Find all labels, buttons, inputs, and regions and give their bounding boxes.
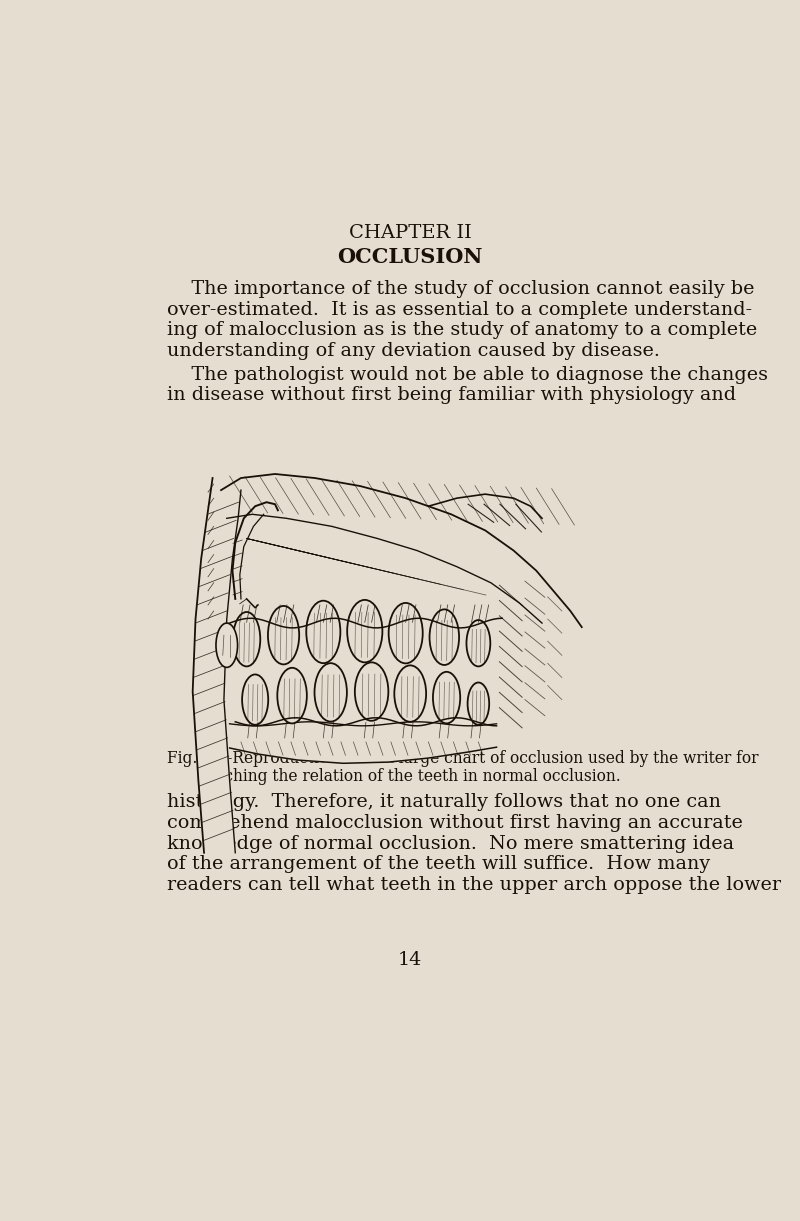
Text: OCCLUSION: OCCLUSION	[338, 247, 482, 267]
Text: The importance of the study of occlusion cannot easily be: The importance of the study of occlusion…	[167, 280, 754, 298]
Ellipse shape	[389, 603, 422, 663]
Polygon shape	[221, 474, 582, 628]
Text: 14: 14	[398, 951, 422, 969]
Text: histology.  Therefore, it naturally follows that no one can: histology. Therefore, it naturally follo…	[167, 794, 721, 812]
Ellipse shape	[347, 600, 382, 662]
Polygon shape	[193, 477, 241, 852]
Text: knowledge of normal occlusion.  No mere smattering idea: knowledge of normal occlusion. No mere s…	[167, 835, 734, 852]
Ellipse shape	[268, 606, 299, 664]
Ellipse shape	[278, 668, 307, 723]
Ellipse shape	[216, 623, 238, 668]
Text: over-estimated.  It is as essential to a complete understand-: over-estimated. It is as essential to a …	[167, 300, 752, 319]
Ellipse shape	[306, 601, 340, 663]
Ellipse shape	[394, 665, 426, 722]
Text: readers can tell what teeth in the upper arch oppose the lower: readers can tell what teeth in the upper…	[167, 877, 781, 894]
Ellipse shape	[233, 612, 260, 667]
Text: ing of malocclusion as is the study of anatomy to a complete: ing of malocclusion as is the study of a…	[167, 321, 758, 339]
Text: CHAPTER II: CHAPTER II	[349, 223, 471, 242]
Text: comprehend malocclusion without first having an accurate: comprehend malocclusion without first ha…	[167, 814, 743, 832]
Ellipse shape	[355, 662, 388, 720]
Ellipse shape	[433, 672, 460, 723]
Polygon shape	[230, 722, 497, 763]
Ellipse shape	[467, 683, 489, 725]
Text: The pathologist would not be able to diagnose the changes: The pathologist would not be able to dia…	[167, 365, 768, 383]
Ellipse shape	[430, 609, 459, 665]
Text: understanding of any deviation caused by disease.: understanding of any deviation caused by…	[167, 342, 660, 360]
Text: in disease without first being familiar with physiology and: in disease without first being familiar …	[167, 386, 736, 404]
Text: of the arrangement of the teeth will suffice.  How many: of the arrangement of the teeth will suf…	[167, 856, 710, 873]
Ellipse shape	[242, 674, 268, 725]
Text: Fig. 1.—Reproduction from a large chart of occlusion used by the writer for: Fig. 1.—Reproduction from a large chart …	[167, 750, 758, 767]
Ellipse shape	[466, 620, 490, 667]
Ellipse shape	[314, 663, 347, 722]
Text: teaching the relation of the teeth in normal occlusion.: teaching the relation of the teeth in no…	[200, 768, 620, 785]
